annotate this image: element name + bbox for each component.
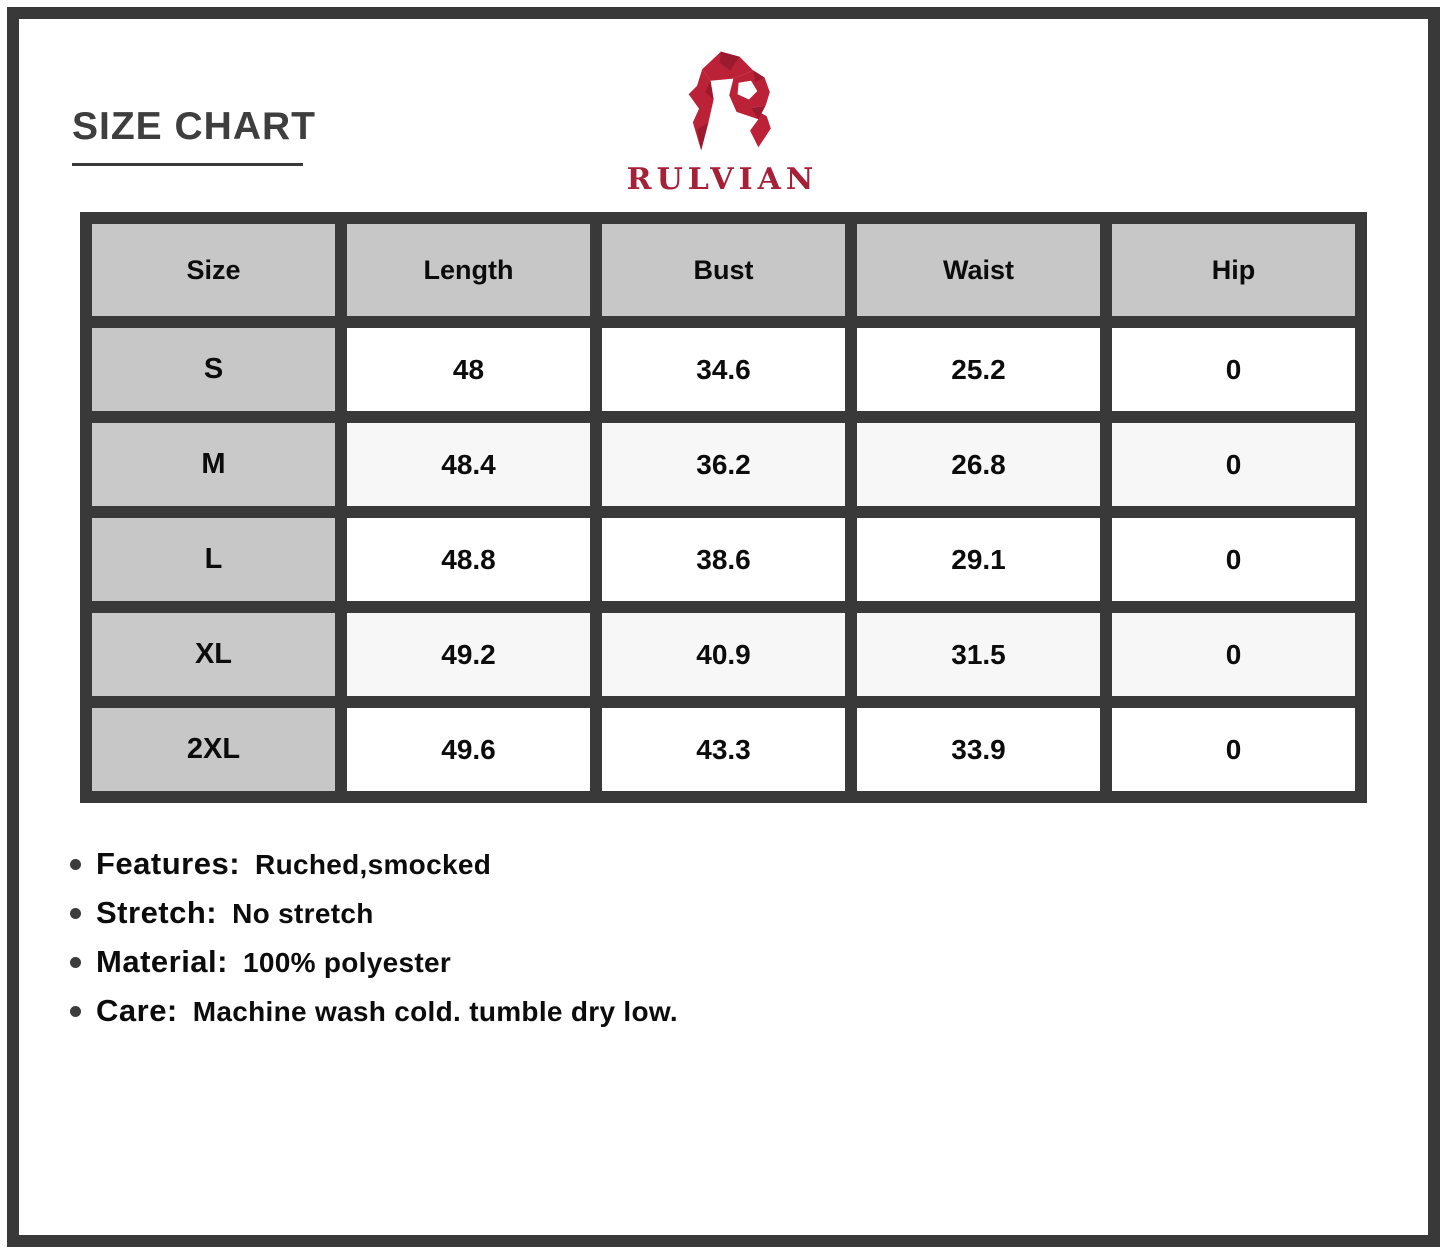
detail-item: Stretch: No stretch [70,895,678,932]
detail-label: Stretch: [96,895,218,930]
table-row: XL 49.2 40.9 31.5 0 [92,613,1355,696]
page-title: SIZE CHART [72,105,316,148]
detail-label: Care: [96,993,178,1028]
size-table-body: S 48 34.6 25.2 0 M 48.4 36.2 26.8 0 L 48.8 38.6 29.1 0… [92,328,1355,791]
measurement-cell: 25.2 [857,328,1100,411]
measurement-cell: 0 [1112,328,1355,411]
size-label-cell: M [92,423,335,506]
product-details-list: Features: Ruched,smocked Stretch: No stretc… [70,846,678,1042]
measurement-cell: 34.6 [602,328,845,411]
measurement-cell: 33.9 [857,708,1100,791]
column-header: Size [92,224,335,316]
bullet-icon [70,908,81,919]
measurement-cell: 48.4 [347,423,590,506]
detail-label: Material: [96,944,228,979]
brand-name: RULVIAN [626,162,819,197]
bullet-icon [70,957,81,968]
measurement-cell: 43.3 [602,708,845,791]
measurement-cell: 36.2 [602,423,845,506]
measurement-cell: 38.6 [602,518,845,601]
brand-logo-r-icon [688,51,771,151]
detail-value: 100% polyester [242,947,452,978]
measurement-cell: 0 [1112,518,1355,601]
measurement-cell: 48.8 [347,518,590,601]
measurement-cell: 29.1 [857,518,1100,601]
title-block: SIZE CHART [72,105,316,166]
bullet-icon [70,1006,81,1017]
measurement-cell: 48 [347,328,590,411]
size-label-cell: 2XL [92,708,335,791]
detail-value: Ruched,smocked [255,849,492,880]
measurement-cell: 26.8 [857,423,1100,506]
size-label-cell: L [92,518,335,601]
table-row: L 48.8 38.6 29.1 0 [92,518,1355,601]
column-header: Waist [857,224,1100,316]
detail-item: Features: Ruched,smocked [70,846,678,883]
detail-item: Care: Machine wash cold. tumble dry low. [70,993,678,1030]
column-header: Hip [1112,224,1355,316]
detail-value: Machine wash cold. tumble dry low. [192,996,679,1027]
column-header: Length [347,224,590,316]
measurement-cell: 0 [1112,423,1355,506]
size-table: Size Length Bust Waist Hip S 48 34.6 25.2 0 M 48.4… [80,212,1367,803]
table-row: S 48 34.6 25.2 0 [92,328,1355,411]
detail-label: Features: [96,846,241,881]
size-table-head: Size Length Bust Waist Hip [92,224,1355,316]
bullet-icon [70,859,81,870]
size-label-cell: S [92,328,335,411]
brand-logo: RULVIAN [0,46,1445,197]
measurement-cell: 0 [1112,708,1355,791]
table-row: M 48.4 36.2 26.8 0 [92,423,1355,506]
size-label-cell: XL [92,613,335,696]
measurement-cell: 40.9 [602,613,845,696]
measurement-cell: 31.5 [857,613,1100,696]
detail-item: Material: 100% polyester [70,944,678,981]
table-row: 2XL 49.6 43.3 33.9 0 [92,708,1355,791]
measurement-cell: 49.2 [347,613,590,696]
title-underline [72,162,303,166]
measurement-cell: 0 [1112,613,1355,696]
measurement-cell: 49.6 [347,708,590,791]
detail-value: No stretch [232,898,374,929]
size-table-header-row: Size Length Bust Waist Hip [92,224,1355,316]
column-header: Bust [602,224,845,316]
